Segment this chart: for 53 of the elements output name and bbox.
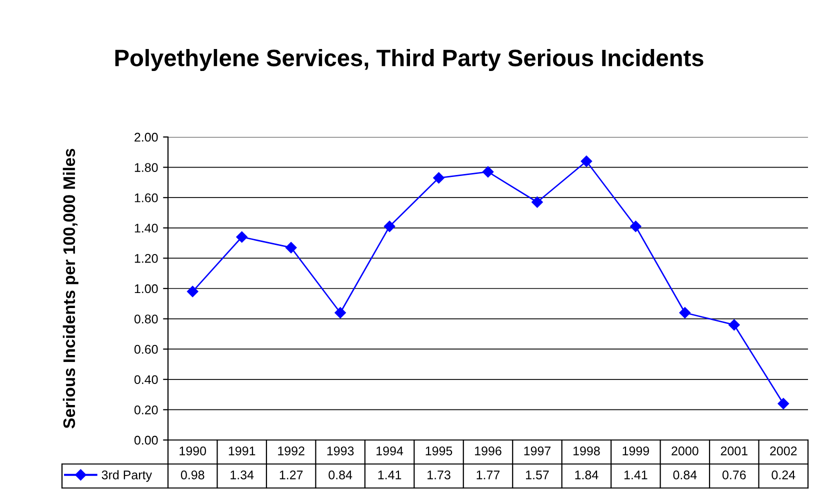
point	[433, 172, 444, 184]
y-tick-label: 1.20	[134, 254, 158, 263]
x-tick-label: 2000	[672, 446, 698, 456]
data-label: 0.84	[673, 470, 697, 480]
x-tick-label: 1994	[376, 446, 404, 456]
y-tick-label: 0.20	[134, 406, 158, 414]
data-label: 1.27	[280, 470, 303, 480]
data-label: 1.41	[624, 470, 648, 480]
y-tick-label: 1.80	[134, 163, 158, 172]
data-label: 1.57	[526, 470, 549, 480]
x-tick-label: 1992	[278, 446, 304, 456]
x-tick-label: 2002	[770, 446, 797, 456]
x-tick-label: 1997	[524, 446, 551, 456]
x-tick-label: 1998	[574, 446, 600, 456]
x-tick-label: 1999	[622, 446, 650, 456]
x-tick-label: 1993	[327, 446, 354, 456]
data-label: 1.84	[575, 470, 598, 480]
data-label: 1.34	[230, 470, 254, 480]
y-tick-label: 1.00	[134, 284, 158, 294]
point	[482, 166, 494, 178]
x-tick-label: 2001	[720, 446, 748, 456]
data-label: 0.98	[180, 470, 204, 480]
data-label: 0.84	[328, 470, 352, 480]
point	[580, 156, 592, 167]
data-label: 0.24	[772, 470, 796, 480]
y-tick-label: 0.80	[134, 314, 158, 324]
point	[630, 220, 642, 232]
y-tick-label: 0.60	[134, 344, 158, 354]
legend-label: 3rd Party	[102, 470, 152, 482]
point	[679, 307, 691, 318]
data-label: 1.73	[428, 470, 450, 480]
point	[384, 220, 396, 232]
point	[532, 196, 543, 208]
point	[285, 242, 297, 254]
data-label: 0.76	[722, 470, 746, 480]
point	[728, 319, 740, 330]
x-tick-label: 1995	[426, 446, 452, 456]
x-tick-label: 1991	[228, 446, 256, 456]
x-tick-label: 1996	[475, 446, 502, 456]
point	[187, 286, 198, 298]
y-tick-label: 1.40	[134, 224, 158, 233]
y-tick-label: 0.40	[134, 375, 158, 384]
data-label: 1.77	[476, 470, 500, 480]
y-tick-label: 1.60	[134, 193, 158, 202]
chart-title: Polyethylene Services, Third Party Serious Incidents	[115, 48, 704, 72]
point	[236, 231, 248, 243]
y-tick-label: 2.00	[134, 132, 158, 142]
point	[334, 307, 346, 318]
y-axis-title: Serious Incidents per 100,000 Miles	[62, 148, 78, 428]
x-tick-label: 1990	[180, 446, 206, 456]
data-label: 1.41	[378, 470, 402, 480]
y-tick-label: 0.00	[134, 436, 158, 445]
point	[778, 398, 789, 410]
